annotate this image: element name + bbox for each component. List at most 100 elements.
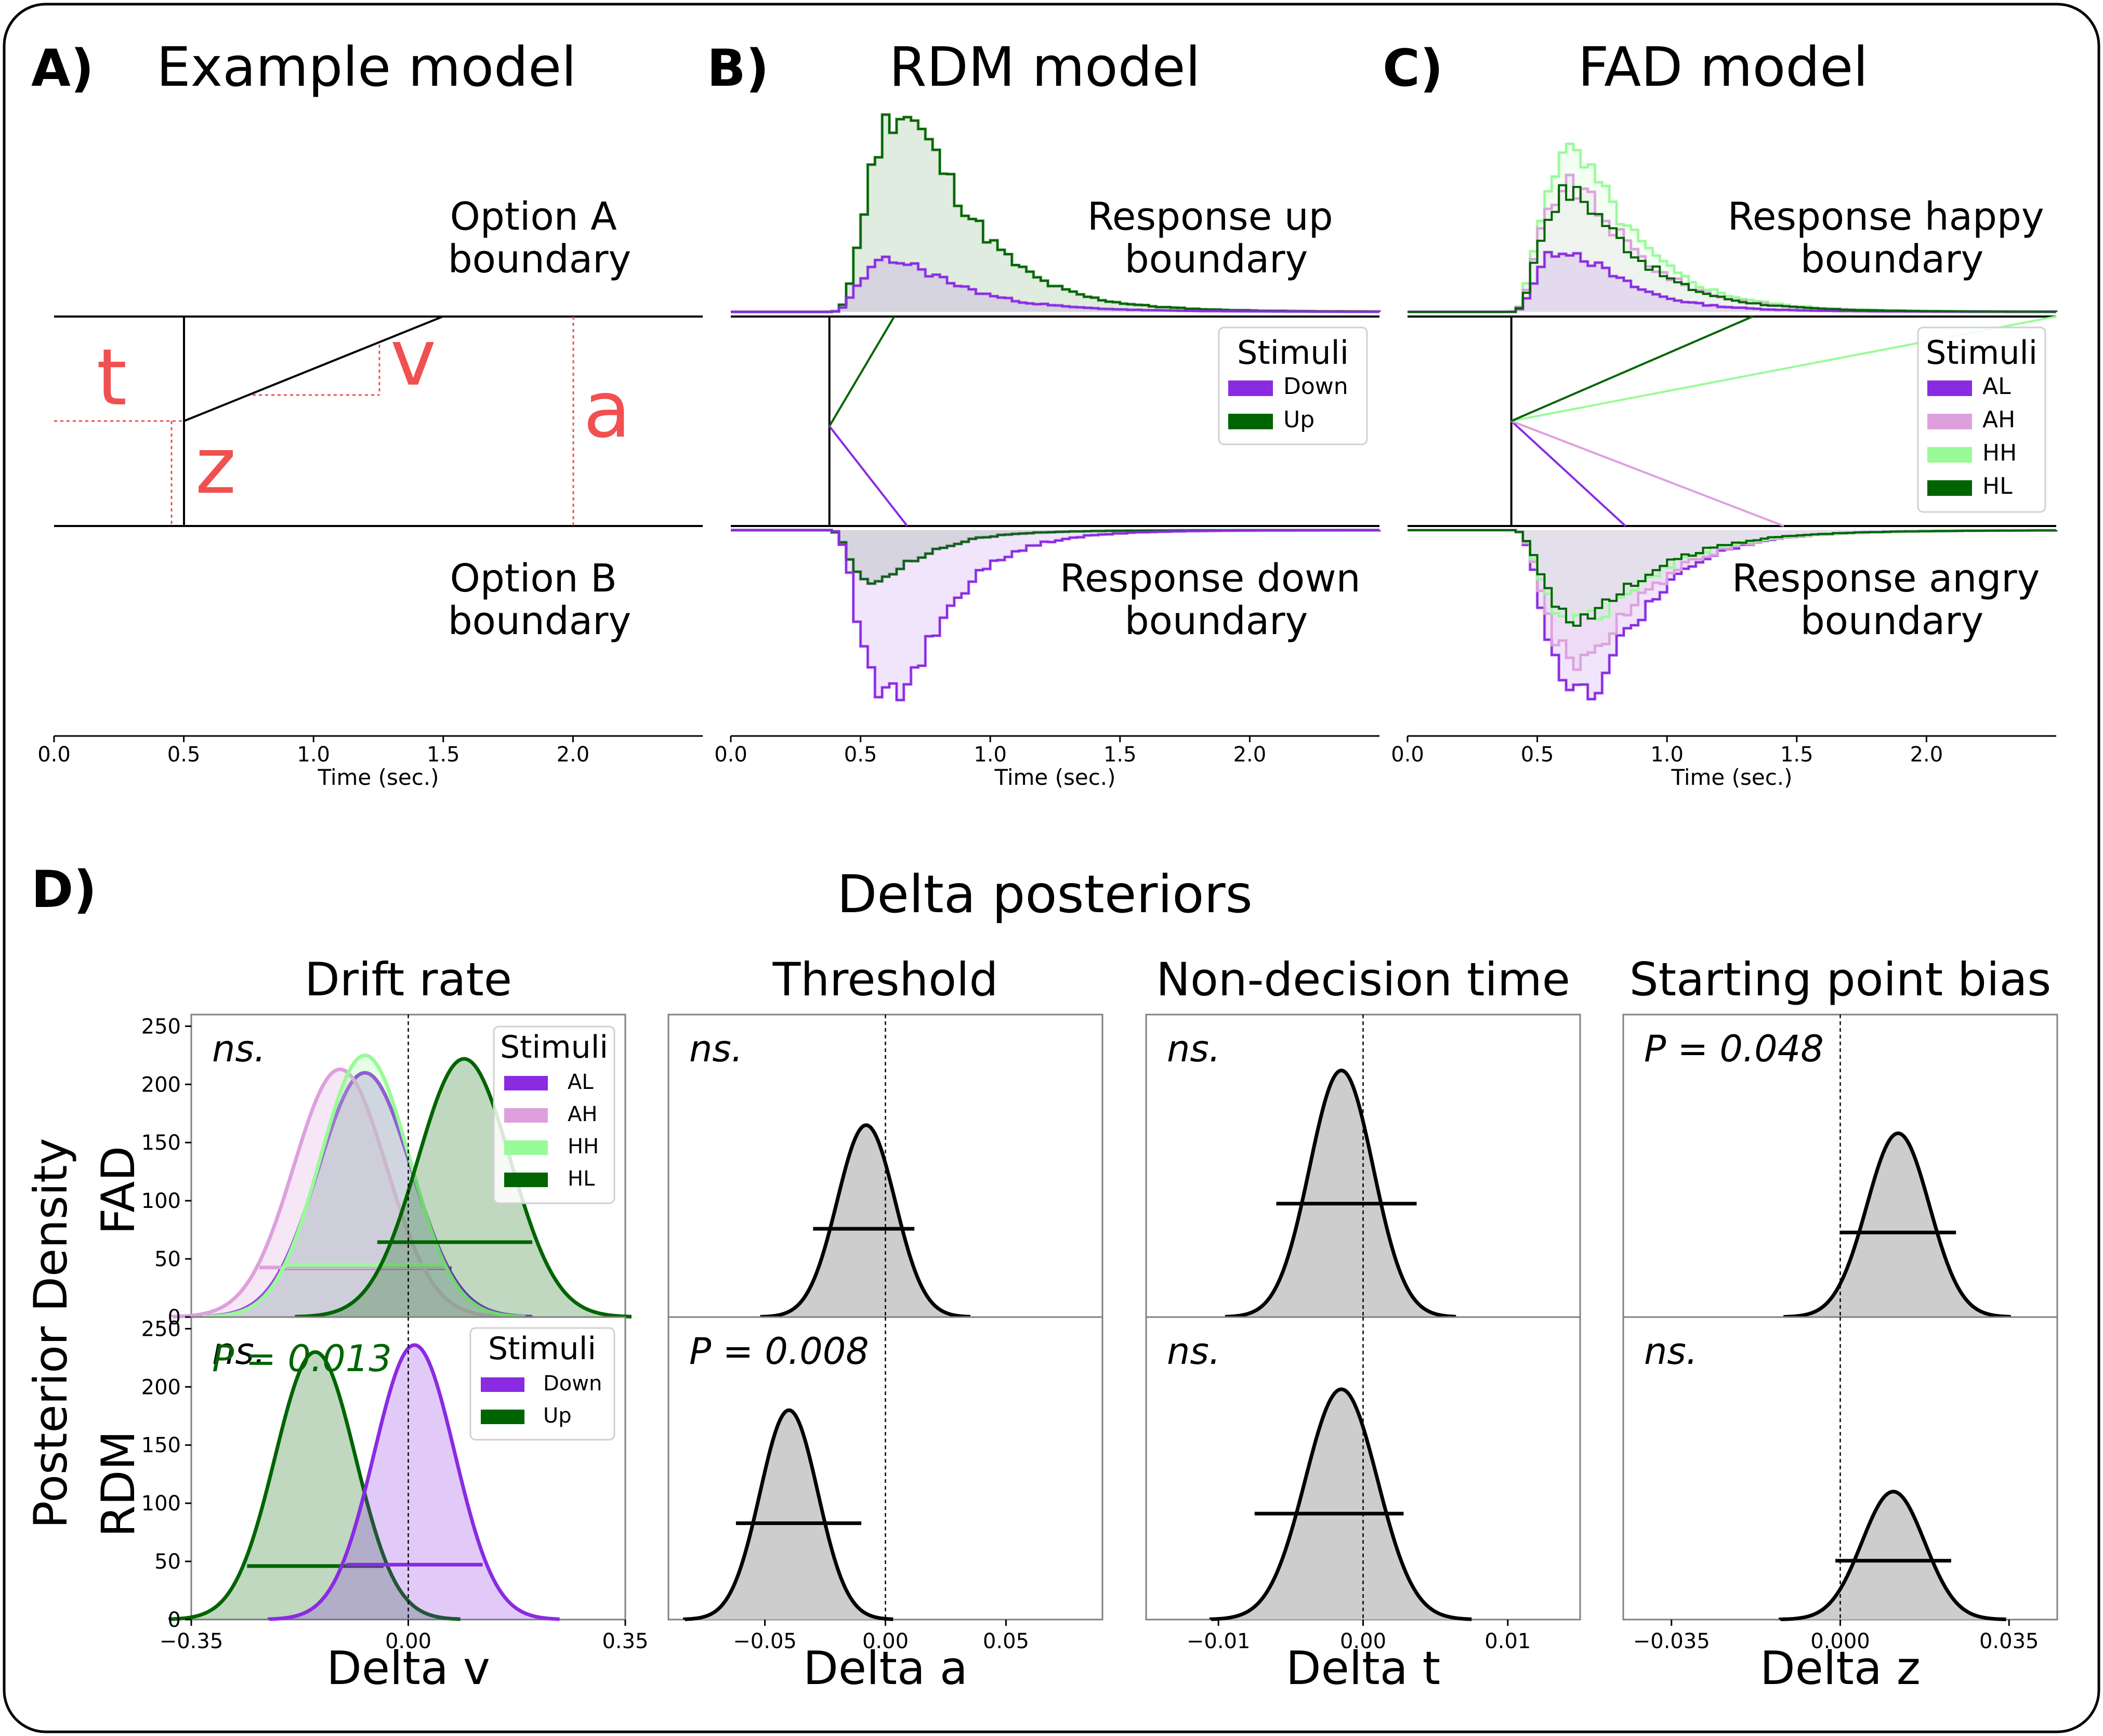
- density-tick-label: 50: [154, 1550, 181, 1574]
- delta-tick-label: 0.00: [1340, 1629, 1386, 1653]
- rdm-lower-line2: boundary: [1125, 599, 1308, 643]
- option-a-line2: boundary: [448, 237, 632, 282]
- fad-lower-line2: boundary: [1800, 599, 1984, 643]
- drift-line-ah: [1510, 420, 1784, 527]
- delta-tick-label: 0.00: [862, 1629, 909, 1653]
- time-tick-label: 0.0: [1391, 743, 1424, 767]
- rt-histogram-line: [731, 256, 1381, 313]
- delta-tick-label: 0.05: [983, 1629, 1029, 1653]
- time-tick-label: 1.5: [427, 743, 460, 767]
- legend-swatch-al: [1927, 380, 1972, 396]
- column-title-0: Drift rate: [305, 953, 512, 1006]
- panel-a: Option A boundary Option B boundary t v …: [37, 194, 703, 790]
- legend-title: Stimuli: [1237, 334, 1349, 372]
- legend-label-hh: HH: [1982, 440, 2017, 466]
- column-title-1: Threshold: [772, 953, 998, 1006]
- time-tick-label: 2.0: [1233, 743, 1267, 767]
- panel-c-time-axis: 0.0 0.5 1.0 1.5 2.0 Time (sec.): [1391, 735, 2056, 790]
- rdm-upper-histograms: [731, 113, 1381, 313]
- legend-swatch-hl: [1927, 480, 1972, 496]
- time-tick-label: 1.0: [1650, 743, 1684, 767]
- panel-b: Response up boundary Response down bound…: [714, 113, 1381, 790]
- delta-tick-label: 0.00: [385, 1629, 431, 1653]
- density-tick-label: 100: [141, 1189, 181, 1213]
- rdm-upper-line2: boundary: [1125, 237, 1308, 282]
- time-tick-label: 1.5: [1103, 743, 1137, 767]
- posterior-fill-down: [269, 1345, 560, 1620]
- fad-lower-histograms: [1408, 529, 2058, 701]
- column-title-2: Non-decision time: [1156, 953, 1570, 1006]
- panel-c-title: FAD model: [1578, 35, 1868, 99]
- drift-rdm-legend: Stimuli Down Up: [469, 1327, 615, 1441]
- rdm-upper-line1: Response up: [1087, 194, 1333, 239]
- posterior-fill-hh: [204, 1055, 526, 1317]
- legend-label-al: AL: [568, 1070, 594, 1094]
- significance-annotation: P = 0.048: [1644, 1028, 1824, 1070]
- rt-histogram-line: [1408, 184, 2057, 313]
- legend-title: Stimuli: [488, 1331, 596, 1367]
- drift-line-down: [829, 425, 909, 527]
- panel-d-title: Delta posteriors: [837, 864, 1252, 925]
- time-tick-label: 1.5: [1780, 743, 1813, 767]
- panel-c-label: C): [1383, 39, 1443, 98]
- fad-lower-line1: Response angry: [1732, 556, 2040, 601]
- fad-upper-boundary-label: Response happy boundary: [1728, 194, 2056, 282]
- density-tick-label: 0: [168, 1306, 181, 1330]
- posterior-kde-down: [267, 1343, 560, 1621]
- legend-title: Stimuli: [500, 1029, 608, 1066]
- density-tick-label: 250: [141, 1015, 181, 1038]
- posterior-fill-ah: [173, 1069, 508, 1317]
- panel-a-time-axis: 0.0 0.5 1.0 1.5 2.0 Time (sec.): [37, 735, 703, 790]
- column-title-3: Starting point bias: [1629, 953, 2052, 1006]
- drift-line: [183, 315, 443, 422]
- significance-annotation: P = 0.008: [689, 1330, 869, 1373]
- significance-annotation: ns.: [689, 1028, 743, 1070]
- delta-axis-label: Delta t: [1286, 1641, 1440, 1695]
- rdm-upper-boundary-label: Response up boundary: [1087, 194, 1345, 282]
- param-z-label: z: [195, 421, 236, 511]
- posterior-cell: ns.: [667, 1014, 1103, 1319]
- posterior-kde-delta: [1209, 1387, 1472, 1621]
- time-tick-label: 0.5: [844, 743, 877, 767]
- posterior-cell: P = 0.008 −0.05 0.00 0.05 Delta a: [667, 1316, 1103, 1695]
- legend-swatch-up: [1228, 414, 1273, 429]
- option-a-boundary-label: Option A boundary: [448, 194, 632, 282]
- posterior-fill-delta: [1211, 1389, 1472, 1620]
- posterior-kde-hh: [202, 1053, 526, 1319]
- posterior-kde-delta: [1783, 1131, 2012, 1319]
- legend-swatch-ah: [1927, 414, 1972, 429]
- drift-line-hl: [1510, 315, 1753, 422]
- delta-axis-label: Delta a: [803, 1641, 968, 1695]
- option-b-line2: boundary: [448, 599, 632, 643]
- time-axis-label: Time (sec.): [1671, 765, 1792, 790]
- delta-tick-label: −0.05: [733, 1629, 797, 1653]
- rt-histogram-line: [1408, 529, 2057, 627]
- posterior-fill-delta: [1785, 1133, 2011, 1317]
- row-label-fad: FAD: [91, 1146, 145, 1235]
- panel-b-title: RDM model: [889, 35, 1201, 99]
- panel-d-label: D): [31, 860, 97, 919]
- panel-a-title: Example model: [156, 35, 576, 99]
- rdm-lower-boundary-label: Response down boundary: [1060, 556, 1373, 643]
- time-axis-label: Time (sec.): [994, 765, 1115, 790]
- delta-tick-label: 0.01: [1484, 1629, 1531, 1653]
- posterior-kde-up: [168, 1350, 461, 1621]
- significance-annotation-green: P = 0.013: [212, 1337, 392, 1380]
- posterior-fill-delta: [1780, 1491, 2006, 1620]
- significance-annotation: ns.: [1167, 1330, 1220, 1373]
- posterior-density-ylabel: Posterior Density: [24, 1138, 77, 1528]
- significance-annotation: ns.: [212, 1028, 266, 1070]
- legend-label-down: Down: [543, 1372, 602, 1396]
- posterior-fill-up: [170, 1352, 461, 1620]
- legend-label-down: Down: [1283, 373, 1348, 400]
- legend-label-hl: HL: [1982, 473, 2013, 499]
- legend-swatch-down: [1228, 380, 1273, 396]
- time-tick-label: 0.0: [37, 743, 71, 767]
- rdm-lower-histograms: [731, 529, 1381, 702]
- time-axis-label: Time (sec.): [317, 765, 439, 790]
- significance-annotation: ns.: [1644, 1330, 1698, 1373]
- posterior-kde-ah: [170, 1067, 508, 1319]
- fad-upper-line1: Response happy: [1728, 194, 2044, 239]
